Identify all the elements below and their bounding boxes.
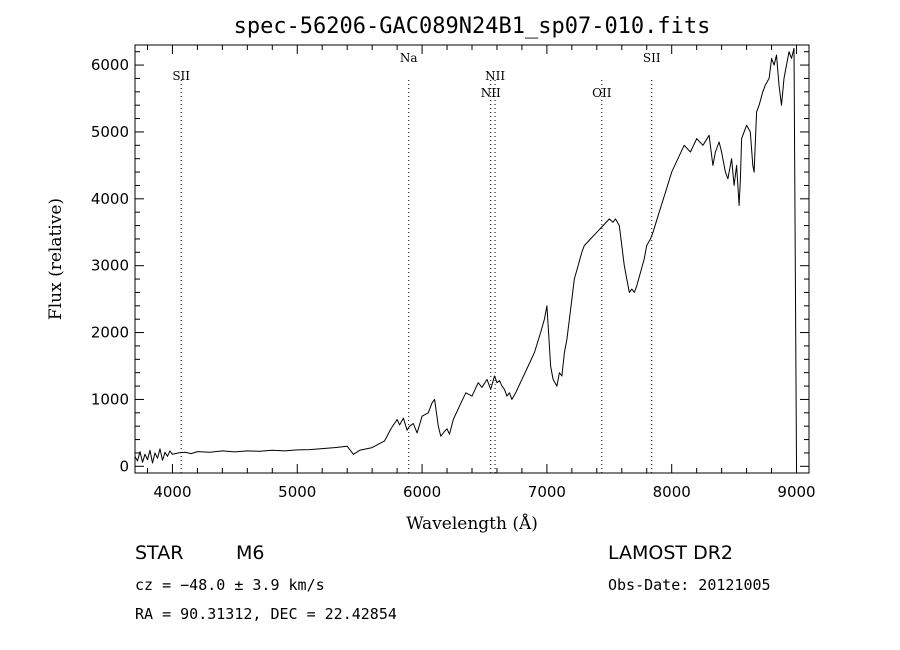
line-marker-label: OII	[592, 86, 612, 100]
y-tick-label: 0	[119, 457, 129, 475]
y-tick-label: 2000	[91, 324, 129, 342]
coordinates-text: RA = 90.31312, DEC = 22.42854	[135, 605, 397, 623]
x-tick-label: 4000	[153, 483, 191, 501]
line-marker-label: Na	[400, 51, 418, 65]
line-marker-label: SII	[172, 69, 190, 83]
y-axis-ticks: 0 1000 2000 3000 4000 5000 6000	[91, 51, 809, 475]
x-tick-label: 8000	[653, 483, 691, 501]
y-tick-label: 3000	[91, 257, 129, 275]
x-tick-label: 5000	[278, 483, 316, 501]
x-tick-label: 9000	[777, 483, 815, 501]
obs-date-text: Obs-Date: 20121005	[608, 576, 771, 594]
line-marker-label: NII	[481, 86, 501, 100]
y-axis-label: Flux (relative)	[46, 198, 66, 320]
plot-frame	[134, 44, 810, 474]
y-tick-label: 6000	[91, 56, 129, 74]
x-axis-label: Wavelength (Å)	[406, 513, 538, 534]
object-class: STAR	[135, 542, 183, 564]
x-tick-label: 7000	[528, 483, 566, 501]
survey-name: LAMOST DR2	[608, 542, 733, 564]
line-marker-label: NII	[485, 69, 505, 83]
emission-line-markers: SII Na NII NII OII SII	[172, 51, 661, 473]
y-tick-label: 5000	[91, 123, 129, 141]
x-axis-ticks: 4000 5000 6000 7000 8000 9000	[146, 45, 816, 501]
spectrum-series	[134, 47, 797, 467]
y-tick-label: 4000	[91, 190, 129, 208]
spectrum-line	[134, 47, 797, 467]
object-subclass: M6	[236, 542, 264, 564]
line-marker-label: SII	[643, 51, 661, 65]
redshift-text: cz = −48.0 ± 3.9 km/s	[135, 576, 325, 594]
x-tick-label: 6000	[403, 483, 441, 501]
chart-title: spec-56206-GAC089N24B1_sp07-010.fits	[234, 14, 711, 39]
y-tick-label: 1000	[91, 390, 129, 408]
